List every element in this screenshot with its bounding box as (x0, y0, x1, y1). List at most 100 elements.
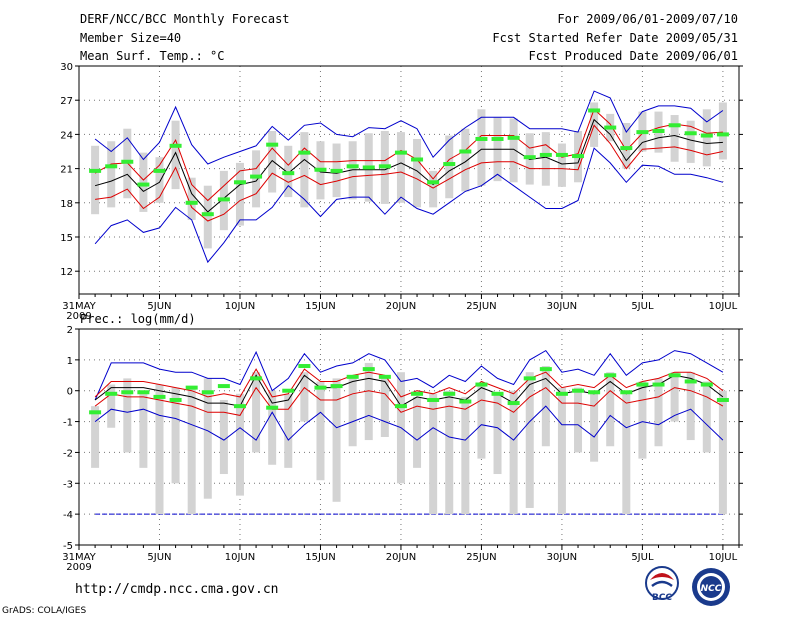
x-tick-label: 10JUN (225, 301, 255, 312)
box-day-19 (380, 375, 389, 437)
box-day-37 (670, 372, 679, 422)
box-day-7 (187, 177, 196, 220)
y-tick-label: -2 (63, 448, 73, 459)
box-day-8 (203, 185, 212, 249)
box-day-10 (235, 393, 244, 496)
box-day-6 (171, 387, 180, 484)
median-marker-day-10 (233, 404, 246, 409)
median-marker-day-12 (266, 405, 279, 410)
x-tick-label: 15JUN (305, 552, 335, 563)
median-marker-day-25 (475, 136, 488, 141)
x-tick-label: 30JUN (547, 552, 577, 563)
box-day-9 (219, 399, 228, 475)
median-marker-day-36 (652, 382, 665, 387)
median-marker-day-7 (185, 385, 198, 390)
x-tick-label: 15JUN (305, 301, 335, 312)
median-marker-day-38 (684, 131, 697, 136)
median-marker-day-24 (459, 149, 472, 154)
median-marker-day-11 (250, 376, 263, 381)
box-day-4 (139, 390, 148, 468)
median-marker-day-15 (314, 167, 327, 172)
median-marker-day-17 (346, 164, 359, 169)
box-day-2 (107, 384, 116, 428)
y-tick-label: -3 (63, 479, 73, 490)
median-marker-day-10 (233, 180, 246, 185)
y-tick-label: 27 (60, 96, 73, 107)
spread-low-line (94, 386, 724, 416)
precipitation-panel: -5 -4 -3 -2 -1 0 1 2 31MAY 5JUN 10JUN 15JUN 20JUN 25J… (62, 312, 743, 573)
y-tick-label: 15 (60, 233, 73, 244)
box-day-32 (590, 390, 599, 462)
median-marker-day-6 (169, 143, 182, 148)
x-tick-label: 30JUN (547, 301, 577, 312)
box-day-8 (203, 378, 212, 499)
median-marker-day-31 (572, 388, 585, 393)
bcc-logo: BCC (645, 566, 679, 603)
box-day-27 (509, 390, 518, 515)
y-tick-label: 30 (60, 62, 73, 73)
box-day-27 (509, 118, 518, 183)
y-tick-label: 21 (60, 165, 73, 176)
median-marker-day-3 (121, 159, 134, 164)
median-marker-day-13 (282, 388, 295, 393)
box-day-11 (252, 372, 261, 453)
median-marker-day-2 (105, 391, 118, 396)
box-day-39 (702, 381, 711, 453)
median-marker-day-16 (330, 384, 343, 389)
x-tick-label: 25JUN (466, 552, 496, 563)
ensemble-mean-line (94, 374, 724, 407)
median-marker-day-8 (201, 212, 214, 217)
x-tick-label: 31MAY (62, 301, 96, 312)
plot-frame (78, 65, 740, 295)
box-day-28 (525, 372, 534, 508)
median-marker-day-35 (636, 130, 649, 135)
box-day-16 (332, 378, 341, 502)
box-day-15 (316, 381, 325, 481)
y-tick-label: 1 (67, 356, 73, 367)
median-marker-day-3 (121, 390, 134, 395)
box-day-20 (396, 132, 405, 203)
box-day-14 (300, 372, 309, 422)
box-day-13 (284, 393, 293, 468)
median-marker-day-39 (700, 382, 713, 387)
box-day-35 (638, 381, 647, 459)
box-day-25 (477, 109, 486, 186)
box-day-24 (461, 396, 470, 515)
median-marker-day-18 (362, 367, 375, 372)
forecast-produced-date: Fcst Produced Date 2009/06/01 (528, 49, 738, 63)
plot-frame (78, 328, 740, 546)
median-marker-day-25 (475, 382, 488, 387)
box-day-40 (718, 390, 727, 515)
box-day-1 (91, 145, 100, 215)
median-marker-day-14 (298, 364, 311, 369)
median-marker-day-29 (539, 152, 552, 157)
y-tick-label: 24 (60, 130, 73, 141)
median-marker-day-23 (443, 391, 456, 396)
box-day-5 (155, 157, 164, 203)
median-marker-day-28 (523, 376, 536, 381)
box-day-12 (268, 130, 277, 193)
median-marker-day-26 (491, 391, 504, 396)
median-marker-day-14 (298, 150, 311, 155)
median-marker-day-20 (394, 404, 407, 409)
box-day-38 (686, 372, 695, 441)
median-marker-day-22 (427, 397, 440, 402)
median-marker-day-30 (555, 391, 568, 396)
box-day-22 (429, 170, 438, 208)
box-day-33 (606, 372, 615, 447)
median-marker-day-28 (523, 155, 536, 160)
x-tick-label: 10JUL (709, 301, 738, 312)
box-day-40 (718, 102, 727, 160)
box-day-21 (413, 396, 422, 468)
source-url[interactable]: http://cmdp.ncc.cma.gov.cn (75, 582, 279, 597)
box-day-12 (268, 390, 277, 465)
y-tick-label: 0 (67, 387, 73, 398)
box-day-23 (445, 390, 454, 515)
spread-low-line (95, 124, 724, 222)
median-marker-day-11 (250, 174, 263, 179)
median-marker-day-31 (572, 154, 585, 159)
median-marker-day-19 (378, 164, 391, 169)
x-tick-label: 20JUN (386, 552, 416, 563)
box-day-22 (429, 393, 438, 515)
envelope-high-line (94, 349, 724, 401)
